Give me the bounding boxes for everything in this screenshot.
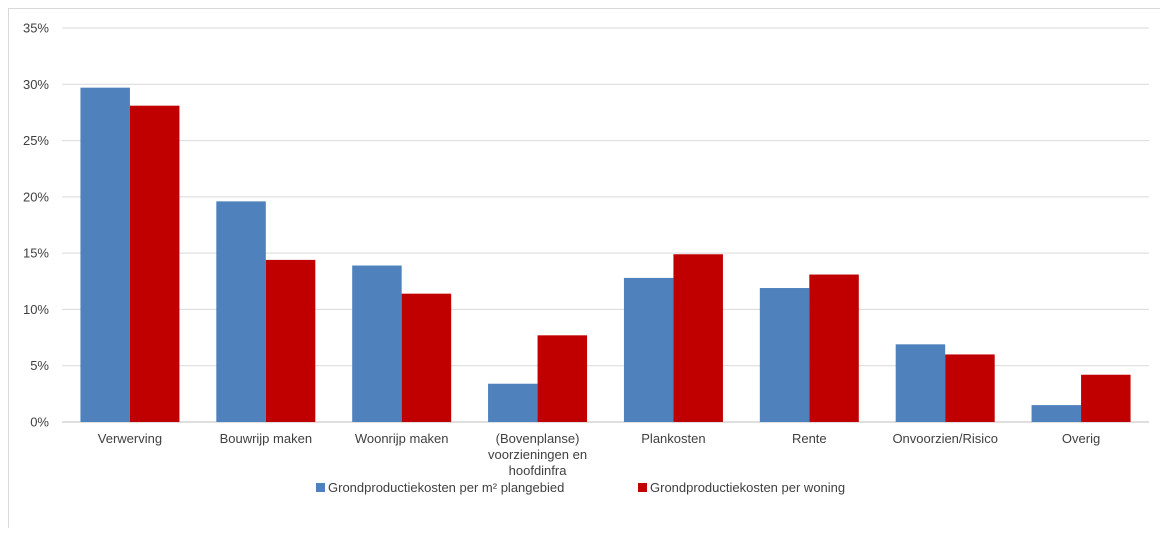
x-category-label: Rente [792,431,827,446]
x-category-label-line: Woonrijp maken [355,431,449,446]
chart-frame [8,8,1160,528]
bar-woning [945,354,995,422]
x-category-label: Bouwrijp maken [220,431,313,446]
bar-m2-plangebied [895,344,946,422]
x-category-label-line: hoofdinfra [509,463,568,478]
bar-m2-plangebied [759,288,810,422]
bar-woning [265,259,316,422]
bar-woning [401,293,452,422]
y-tick-label: 25% [23,133,49,148]
x-category-label: (Bovenplanse) voorzieningen en hoofdinfra [488,431,587,478]
x-category-label-line: (Bovenplanse) [496,431,580,446]
bar-m2-plangebied [216,201,266,422]
x-category-label: Verwerving [98,431,162,446]
bar-m2-plangebied [623,277,674,422]
x-category-label: Overig [1062,431,1100,446]
legend-label: Grondproductiekosten per woning [650,480,845,495]
bar-woning [673,254,723,422]
bar-m2-plangebied [352,265,402,422]
x-category-label-line: voorzieningen en [488,447,587,462]
x-category-label-line: Rente [792,431,827,446]
bar-woning [809,274,859,422]
x-category-label-line: Onvoorzien/Risico [892,431,998,446]
y-tick-label: 5% [30,358,49,373]
y-tick-label: 15% [23,246,49,261]
bar-woning [129,105,180,422]
x-category-label-line: Overig [1062,431,1100,446]
bar-m2-plangebied [80,87,130,423]
y-tick-label: 10% [23,302,49,317]
legend-label: Grondproductiekosten per m² plangebied [328,480,564,495]
y-tick-label: 0% [30,415,49,430]
x-category-label: Onvoorzien/Risico [892,431,998,446]
y-tick-label: 30% [23,77,49,92]
y-tick-label: 20% [23,189,49,204]
y-tick-label: 35% [23,21,49,36]
x-category-label-line: Bouwrijp maken [220,431,313,446]
legend-swatch [316,483,325,492]
x-category-label-line: Verwerving [98,431,162,446]
x-category-label: Woonrijp maken [355,431,449,446]
bar-m2-plangebied [1031,405,1082,422]
x-category-label: Plankosten [641,431,705,446]
bar-woning [1081,374,1131,422]
bar-m2-plangebied [488,383,538,422]
legend-swatch [638,483,647,492]
x-category-label-line: Plankosten [641,431,705,446]
bar-woning [537,335,588,422]
